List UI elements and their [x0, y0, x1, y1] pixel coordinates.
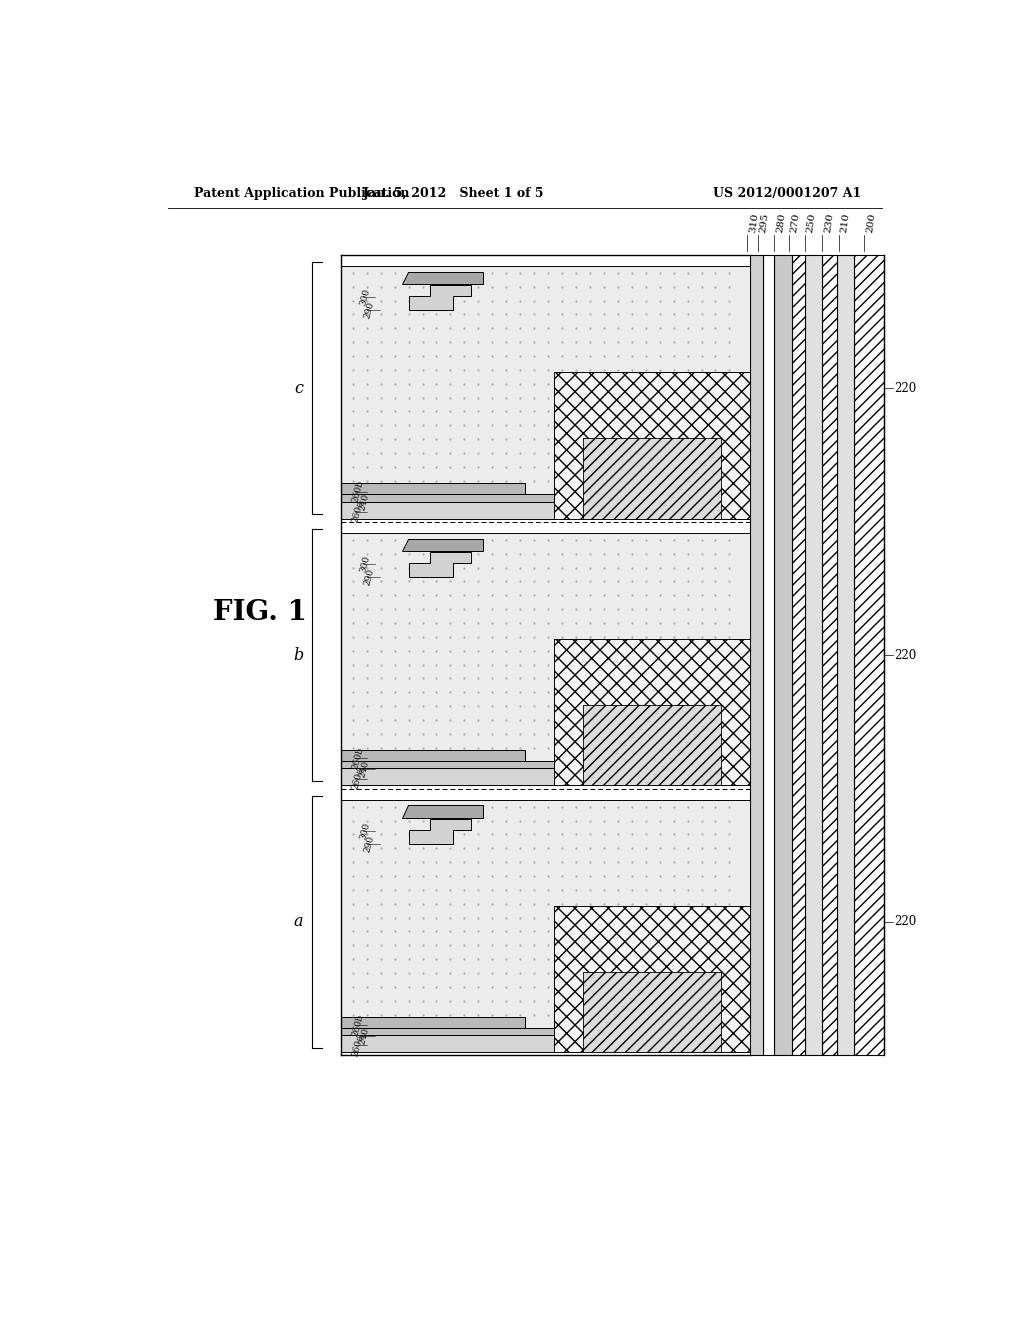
Text: 300: 300: [358, 554, 372, 573]
Bar: [773, 255, 793, 1056]
Bar: [554, 639, 751, 785]
Bar: [341, 1016, 525, 1028]
Text: 290: 290: [362, 568, 376, 586]
Text: 280: 280: [775, 213, 786, 234]
Text: 290: 290: [362, 301, 376, 319]
Bar: [341, 800, 751, 1036]
Polygon shape: [401, 539, 483, 550]
Bar: [341, 1028, 595, 1035]
Text: 295: 295: [759, 213, 770, 234]
Text: 200: 200: [865, 213, 877, 234]
Bar: [751, 255, 763, 1056]
Text: 260a: 260a: [350, 767, 365, 791]
Bar: [341, 1035, 751, 1052]
Bar: [554, 906, 751, 1052]
Text: 310: 310: [748, 213, 760, 234]
Bar: [341, 533, 751, 770]
Text: 240: 240: [358, 1027, 372, 1045]
Text: Patent Application Publication: Patent Application Publication: [194, 186, 410, 199]
Bar: [584, 705, 721, 785]
Text: 260b: 260b: [350, 1014, 365, 1038]
Bar: [341, 483, 525, 494]
Bar: [821, 255, 838, 1056]
Text: 260b: 260b: [350, 479, 365, 504]
Bar: [341, 494, 595, 502]
Text: 300: 300: [358, 288, 372, 306]
Bar: [838, 255, 854, 1056]
Bar: [805, 255, 821, 1056]
Bar: [341, 502, 751, 519]
Text: a: a: [294, 913, 303, 931]
Text: 220: 220: [895, 648, 916, 661]
Text: 210: 210: [840, 213, 851, 234]
Polygon shape: [410, 285, 471, 310]
Text: 220: 220: [895, 916, 916, 928]
Text: 260a: 260a: [350, 499, 365, 524]
Bar: [854, 255, 884, 1056]
Bar: [341, 760, 595, 768]
Text: FIG. 1: FIG. 1: [213, 599, 306, 626]
Text: Jan. 5, 2012   Sheet 1 of 5: Jan. 5, 2012 Sheet 1 of 5: [362, 186, 544, 199]
Text: 230: 230: [823, 213, 835, 234]
Bar: [341, 267, 751, 503]
Text: 260b: 260b: [350, 746, 365, 771]
Bar: [341, 750, 525, 760]
Bar: [554, 372, 751, 519]
Text: US 2012/0001207 A1: US 2012/0001207 A1: [713, 186, 861, 199]
Bar: [793, 255, 805, 1056]
Polygon shape: [401, 272, 483, 284]
Text: 290: 290: [362, 834, 376, 854]
Text: 240: 240: [358, 492, 372, 512]
Bar: [763, 255, 773, 1056]
Text: 300: 300: [358, 821, 372, 841]
Text: 260a: 260a: [350, 1034, 365, 1057]
Text: 250: 250: [805, 213, 817, 234]
Text: b: b: [293, 647, 304, 664]
Text: 270: 270: [790, 213, 802, 234]
Text: c: c: [294, 380, 303, 396]
Bar: [584, 438, 721, 519]
Text: 240: 240: [358, 760, 372, 779]
Polygon shape: [401, 805, 483, 818]
Bar: [341, 768, 751, 785]
Text: 220: 220: [895, 381, 916, 395]
Polygon shape: [410, 818, 471, 843]
Bar: [584, 972, 721, 1052]
Polygon shape: [410, 552, 471, 577]
